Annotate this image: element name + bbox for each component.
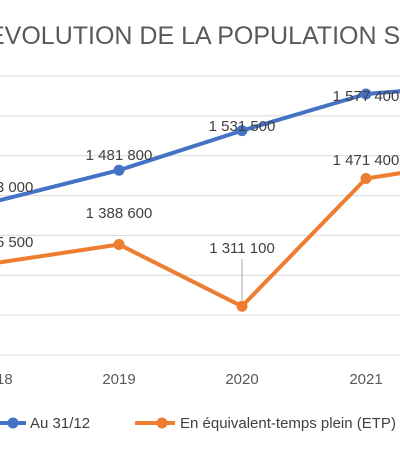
x-tick-label: 2019 xyxy=(102,371,135,388)
x-tick-label: 2020 xyxy=(225,371,258,388)
legend-label: Au 31/12 xyxy=(30,415,90,432)
chart-title: ÉVOLUTION DE LA POPULATION SALARIÉE xyxy=(0,21,400,50)
data-label: 1 577 400 xyxy=(333,88,400,105)
legend-marker xyxy=(7,417,19,429)
series-line xyxy=(0,171,400,309)
data-point xyxy=(113,239,125,251)
data-points xyxy=(113,88,372,312)
data-point xyxy=(236,125,248,137)
series-lines xyxy=(0,89,400,309)
data-point xyxy=(360,173,372,185)
gridlines xyxy=(0,75,400,356)
series-line xyxy=(0,89,400,203)
data-label: 1 311 100 xyxy=(209,240,275,257)
x-axis-ticks: 20182019202020212022 xyxy=(0,371,383,388)
data-label: 1 471 400 xyxy=(333,152,400,169)
data-point xyxy=(113,164,125,176)
data-label: 1 365 500 xyxy=(0,234,33,251)
x-tick-label: 2021 xyxy=(349,371,382,388)
data-labels: 1 443 000 1 481 800 1 531 500 1 577 400 1 36… xyxy=(0,88,399,257)
data-point xyxy=(236,300,248,312)
data-label: 1 443 000 xyxy=(0,179,33,196)
legend: Au 31/12 En équivalent-temps plein (ETP) xyxy=(0,415,396,432)
x-tick-label: 2018 xyxy=(0,371,13,388)
legend-marker xyxy=(156,417,168,429)
data-point xyxy=(360,88,372,100)
data-label: 1 388 600 xyxy=(86,205,153,222)
data-label: 1 481 800 xyxy=(86,147,153,164)
data-label: 1 531 500 xyxy=(209,118,276,135)
legend-label: En équivalent-temps plein (ETP) xyxy=(180,415,396,432)
